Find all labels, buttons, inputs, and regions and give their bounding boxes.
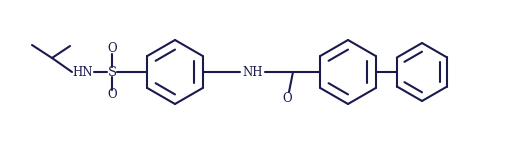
Text: HN: HN	[73, 66, 93, 79]
Text: S: S	[107, 66, 116, 79]
Text: O: O	[107, 42, 117, 55]
Text: O: O	[282, 93, 292, 105]
Text: O: O	[107, 89, 117, 101]
Text: NH: NH	[243, 66, 263, 79]
